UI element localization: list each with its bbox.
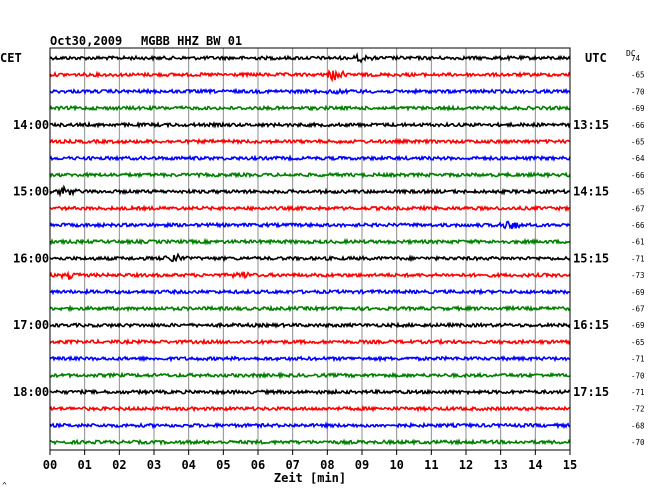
x-axis-label: Zeit [min] [274, 471, 346, 485]
dc-offset-label: -71 [631, 388, 645, 397]
dc-offset-label: -65 [631, 71, 645, 80]
dc-offset-label: -67 [631, 204, 645, 213]
trace-row [49, 270, 571, 281]
trace-row [49, 137, 571, 146]
trace-row [49, 69, 571, 83]
date-label: Oct30,2009 [50, 34, 122, 48]
dc-offset-label: -69 [631, 104, 645, 113]
x-tick-label: 13 [493, 458, 507, 472]
dc-offset-label: -70 [631, 87, 645, 96]
x-tick-label: 12 [459, 458, 473, 472]
trace-row [49, 51, 571, 64]
x-tick-label: 01 [77, 458, 91, 472]
left-time-label: 15:00 [13, 185, 49, 199]
right-time-label: 13:15 [573, 118, 609, 132]
x-tick-label: 00 [43, 458, 57, 472]
dc-offset-label: -65 [631, 138, 645, 147]
trace-row [49, 204, 571, 213]
axis-labels: Oct30,2009 MGBB HHZ BW 01 CET UTC DC Zei… [0, 34, 645, 490]
plot-frame [49, 47, 571, 451]
x-tick-label: 09 [355, 458, 369, 472]
trace-row [49, 87, 571, 96]
trace-row [49, 104, 571, 112]
trace-row [49, 120, 571, 129]
dc-offset-label: -71 [631, 355, 645, 364]
dc-offset-label: -65 [631, 188, 645, 197]
trace-row [49, 337, 571, 346]
dc-offset-label: -67 [631, 305, 645, 314]
trace-rows [49, 51, 571, 446]
trace-row [49, 154, 571, 162]
trace-row [49, 405, 571, 413]
x-tick-label: 06 [251, 458, 265, 472]
x-tick-label: 03 [147, 458, 161, 472]
trace-row [49, 354, 571, 363]
left-time-label: 17:00 [13, 318, 49, 332]
x-tick-label: 07 [285, 458, 299, 472]
trace-row [49, 304, 571, 313]
trace-row [49, 171, 571, 179]
dc-offset-label: -70 [631, 371, 645, 380]
dc-offset-label: -72 [631, 405, 645, 414]
dc-offset-label: -71 [631, 254, 645, 263]
trace-row [49, 237, 571, 246]
x-tick-label: 05 [216, 458, 230, 472]
dc-offset-label: 74 [631, 54, 641, 63]
dc-offset-label: -68 [631, 421, 645, 430]
dc-offset-label: -66 [631, 221, 645, 230]
dc-offset-label: -73 [631, 271, 645, 280]
trace-row [49, 371, 571, 380]
left-time-label: 14:00 [13, 118, 49, 132]
trace-row [49, 184, 571, 198]
right-time-label: 16:15 [573, 318, 609, 332]
trace-row [49, 321, 571, 330]
trace-row [49, 438, 571, 446]
trace-row [49, 388, 571, 396]
left-time-label: 18:00 [13, 385, 49, 399]
trace-row [49, 252, 571, 263]
trace-row [49, 287, 571, 296]
footer-mark: ^ [2, 481, 7, 490]
dc-offset-label: -64 [631, 154, 645, 163]
station-label: MGBB HHZ BW 01 [141, 34, 242, 48]
dc-offset-label: -66 [631, 171, 645, 180]
trace-row [49, 220, 571, 230]
right-time-label: 15:15 [573, 251, 609, 265]
dc-offset-label: -69 [631, 288, 645, 297]
dc-offset-label: -61 [631, 238, 645, 247]
right-timezone-label: UTC [585, 51, 607, 65]
right-time-label: 14:15 [573, 185, 609, 199]
trace-row [49, 421, 571, 430]
x-tick-label: 08 [320, 458, 334, 472]
dc-offset-label: -69 [631, 321, 645, 330]
x-tick-label: 10 [389, 458, 403, 472]
right-time-label: 17:15 [573, 385, 609, 399]
dc-offset-label: -70 [631, 438, 645, 447]
x-tick-label: 04 [181, 458, 195, 472]
x-tick-label: 11 [424, 458, 438, 472]
dc-label: DC [626, 49, 636, 58]
dc-offset-label: -65 [631, 338, 645, 347]
x-tick-label: 02 [112, 458, 126, 472]
dc-offset-label: -66 [631, 121, 645, 130]
x-tick-label: 15 [563, 458, 577, 472]
left-timezone-label: CET [0, 51, 22, 65]
minute-grid [49, 48, 571, 455]
x-tick-label: 14 [528, 458, 542, 472]
left-time-label: 16:00 [13, 251, 49, 265]
